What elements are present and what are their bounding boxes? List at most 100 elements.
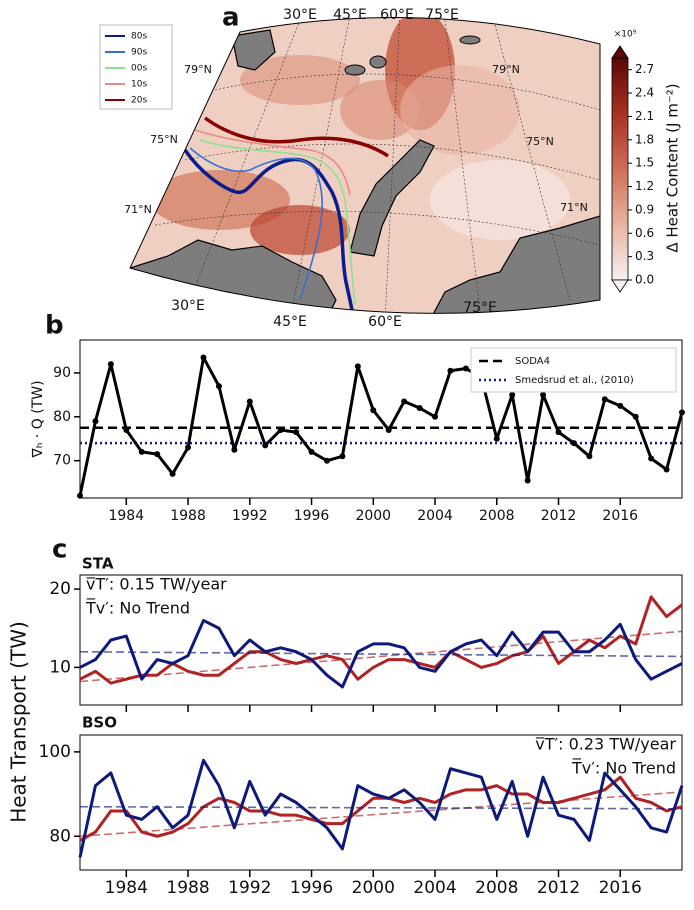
subplot-title: BSO: [82, 714, 117, 732]
colorbar-tick-label: 2.7: [635, 62, 654, 76]
colorbar: [611, 57, 629, 281]
colorbar-multiplier: ×10⁹: [614, 30, 637, 40]
panel-letter: b: [45, 311, 64, 341]
x-tick-label: 1992: [228, 878, 271, 898]
data-point: [169, 470, 176, 477]
data-point: [77, 492, 83, 499]
data-line: [79, 775, 683, 842]
x-tick-label: 1988: [166, 878, 209, 898]
annotation: T̅v′: No Trend: [571, 759, 676, 778]
data-point: [293, 429, 300, 436]
data-point: [123, 426, 130, 433]
data-point: [447, 367, 454, 374]
trend-line: [79, 805, 683, 810]
legend-label: 00s: [131, 64, 147, 74]
subplot-title: STA: [82, 555, 114, 573]
data-point: [231, 446, 238, 453]
data-point: [632, 413, 639, 420]
annotation: T̅v′: No Trend: [85, 599, 190, 618]
data-line: [78, 758, 684, 858]
data-point: [215, 383, 222, 390]
colorbar-tick-label: 0.6: [635, 226, 654, 240]
x-tick-label: 2008: [475, 878, 518, 898]
map-coordinate-label: 75°N: [150, 133, 178, 146]
colorbar-tick-label: 1.2: [635, 179, 654, 193]
x-tick-label: 2016: [599, 878, 642, 898]
x-tick-label: 1996: [290, 878, 333, 898]
data-point: [401, 398, 408, 405]
data-point: [432, 413, 439, 420]
data-point: [154, 451, 161, 458]
data-line: [78, 356, 684, 497]
data-point: [354, 363, 361, 370]
x-tick-label: 1984: [105, 878, 148, 898]
data-point: [370, 407, 377, 414]
map-coordinate-label: 75°N: [526, 135, 554, 148]
map-border: [129, 17, 601, 314]
data-point: [308, 448, 315, 455]
data-point: [416, 405, 423, 412]
data-point: [540, 391, 547, 398]
data-point: [246, 398, 253, 405]
y-axis-label: Heat Transport (TW): [7, 621, 31, 823]
map-coordinate-label: 30°E: [171, 298, 205, 314]
y-tick-label: 80: [49, 826, 71, 846]
y-tick-label: 10: [49, 657, 71, 677]
data-point: [663, 466, 670, 473]
colorbar-label: Δ Heat Content (J m⁻²): [664, 83, 682, 252]
colorbar-tick-label: 2.1: [635, 109, 654, 123]
data-point: [679, 409, 685, 416]
annotation: v̅T′: 0.23 TW/year: [535, 735, 676, 754]
colorbar-tick-label: 2.4: [635, 86, 654, 100]
annotation: v̅T′: 0.15 TW/year: [86, 575, 227, 594]
map-coordinate-label: 79°N: [492, 63, 520, 76]
x-tick-label: 2000: [352, 878, 395, 898]
data-point: [509, 391, 516, 398]
x-tick-label: 2008: [479, 508, 515, 524]
data-point: [339, 453, 346, 460]
map-coordinate-label: 71°N: [560, 201, 588, 214]
data-point: [262, 442, 269, 449]
legend-box: [470, 347, 677, 393]
data-point: [185, 444, 192, 451]
front-line: [183, 149, 354, 311]
map: [99, 17, 601, 314]
x-tick-label: 2016: [602, 508, 638, 524]
plot-frame: [79, 734, 683, 871]
data-point: [462, 365, 469, 372]
map-coordinate-label: 60°E: [380, 7, 414, 23]
y-tick-label: 20: [49, 579, 71, 599]
panel-letter: a: [222, 3, 240, 33]
x-tick-label: 1996: [294, 508, 330, 524]
data-point: [601, 396, 608, 403]
x-tick-label: 2000: [355, 508, 391, 524]
data-point: [200, 354, 207, 361]
y-axis-label: ∇ₕ · Q (TW): [30, 380, 46, 458]
data-point: [570, 440, 577, 447]
data-point: [323, 457, 330, 464]
y-tick-label: 90: [53, 365, 71, 381]
x-tick-label: 1984: [108, 508, 144, 524]
map-coordinate-label: 75°E: [463, 300, 497, 316]
x-tick-label: 2012: [541, 508, 577, 524]
front-line: [189, 147, 324, 301]
map-coordinate-label: 71°N: [124, 203, 152, 216]
data-point: [586, 453, 593, 460]
map-coordinate-label: 45°E: [273, 314, 307, 330]
colorbar-extend: [611, 279, 629, 293]
legend-label: 10s: [131, 80, 147, 90]
legend-label: 80s: [131, 32, 147, 42]
data-point: [555, 429, 562, 436]
map-field: [130, 17, 600, 314]
panel-letter: c: [52, 535, 67, 565]
colorbar-tick-label: 1.5: [635, 156, 654, 170]
data-point: [277, 426, 284, 433]
colorbar-tick-label: 1.8: [635, 132, 654, 146]
map-coordinate-label: 30°E: [283, 7, 317, 23]
data-point: [92, 418, 99, 425]
x-tick-label: 2004: [417, 508, 453, 524]
front-line: [199, 139, 356, 306]
trend-line: [79, 630, 683, 683]
legend-label: Smedsrud et al., (2010): [515, 375, 634, 386]
